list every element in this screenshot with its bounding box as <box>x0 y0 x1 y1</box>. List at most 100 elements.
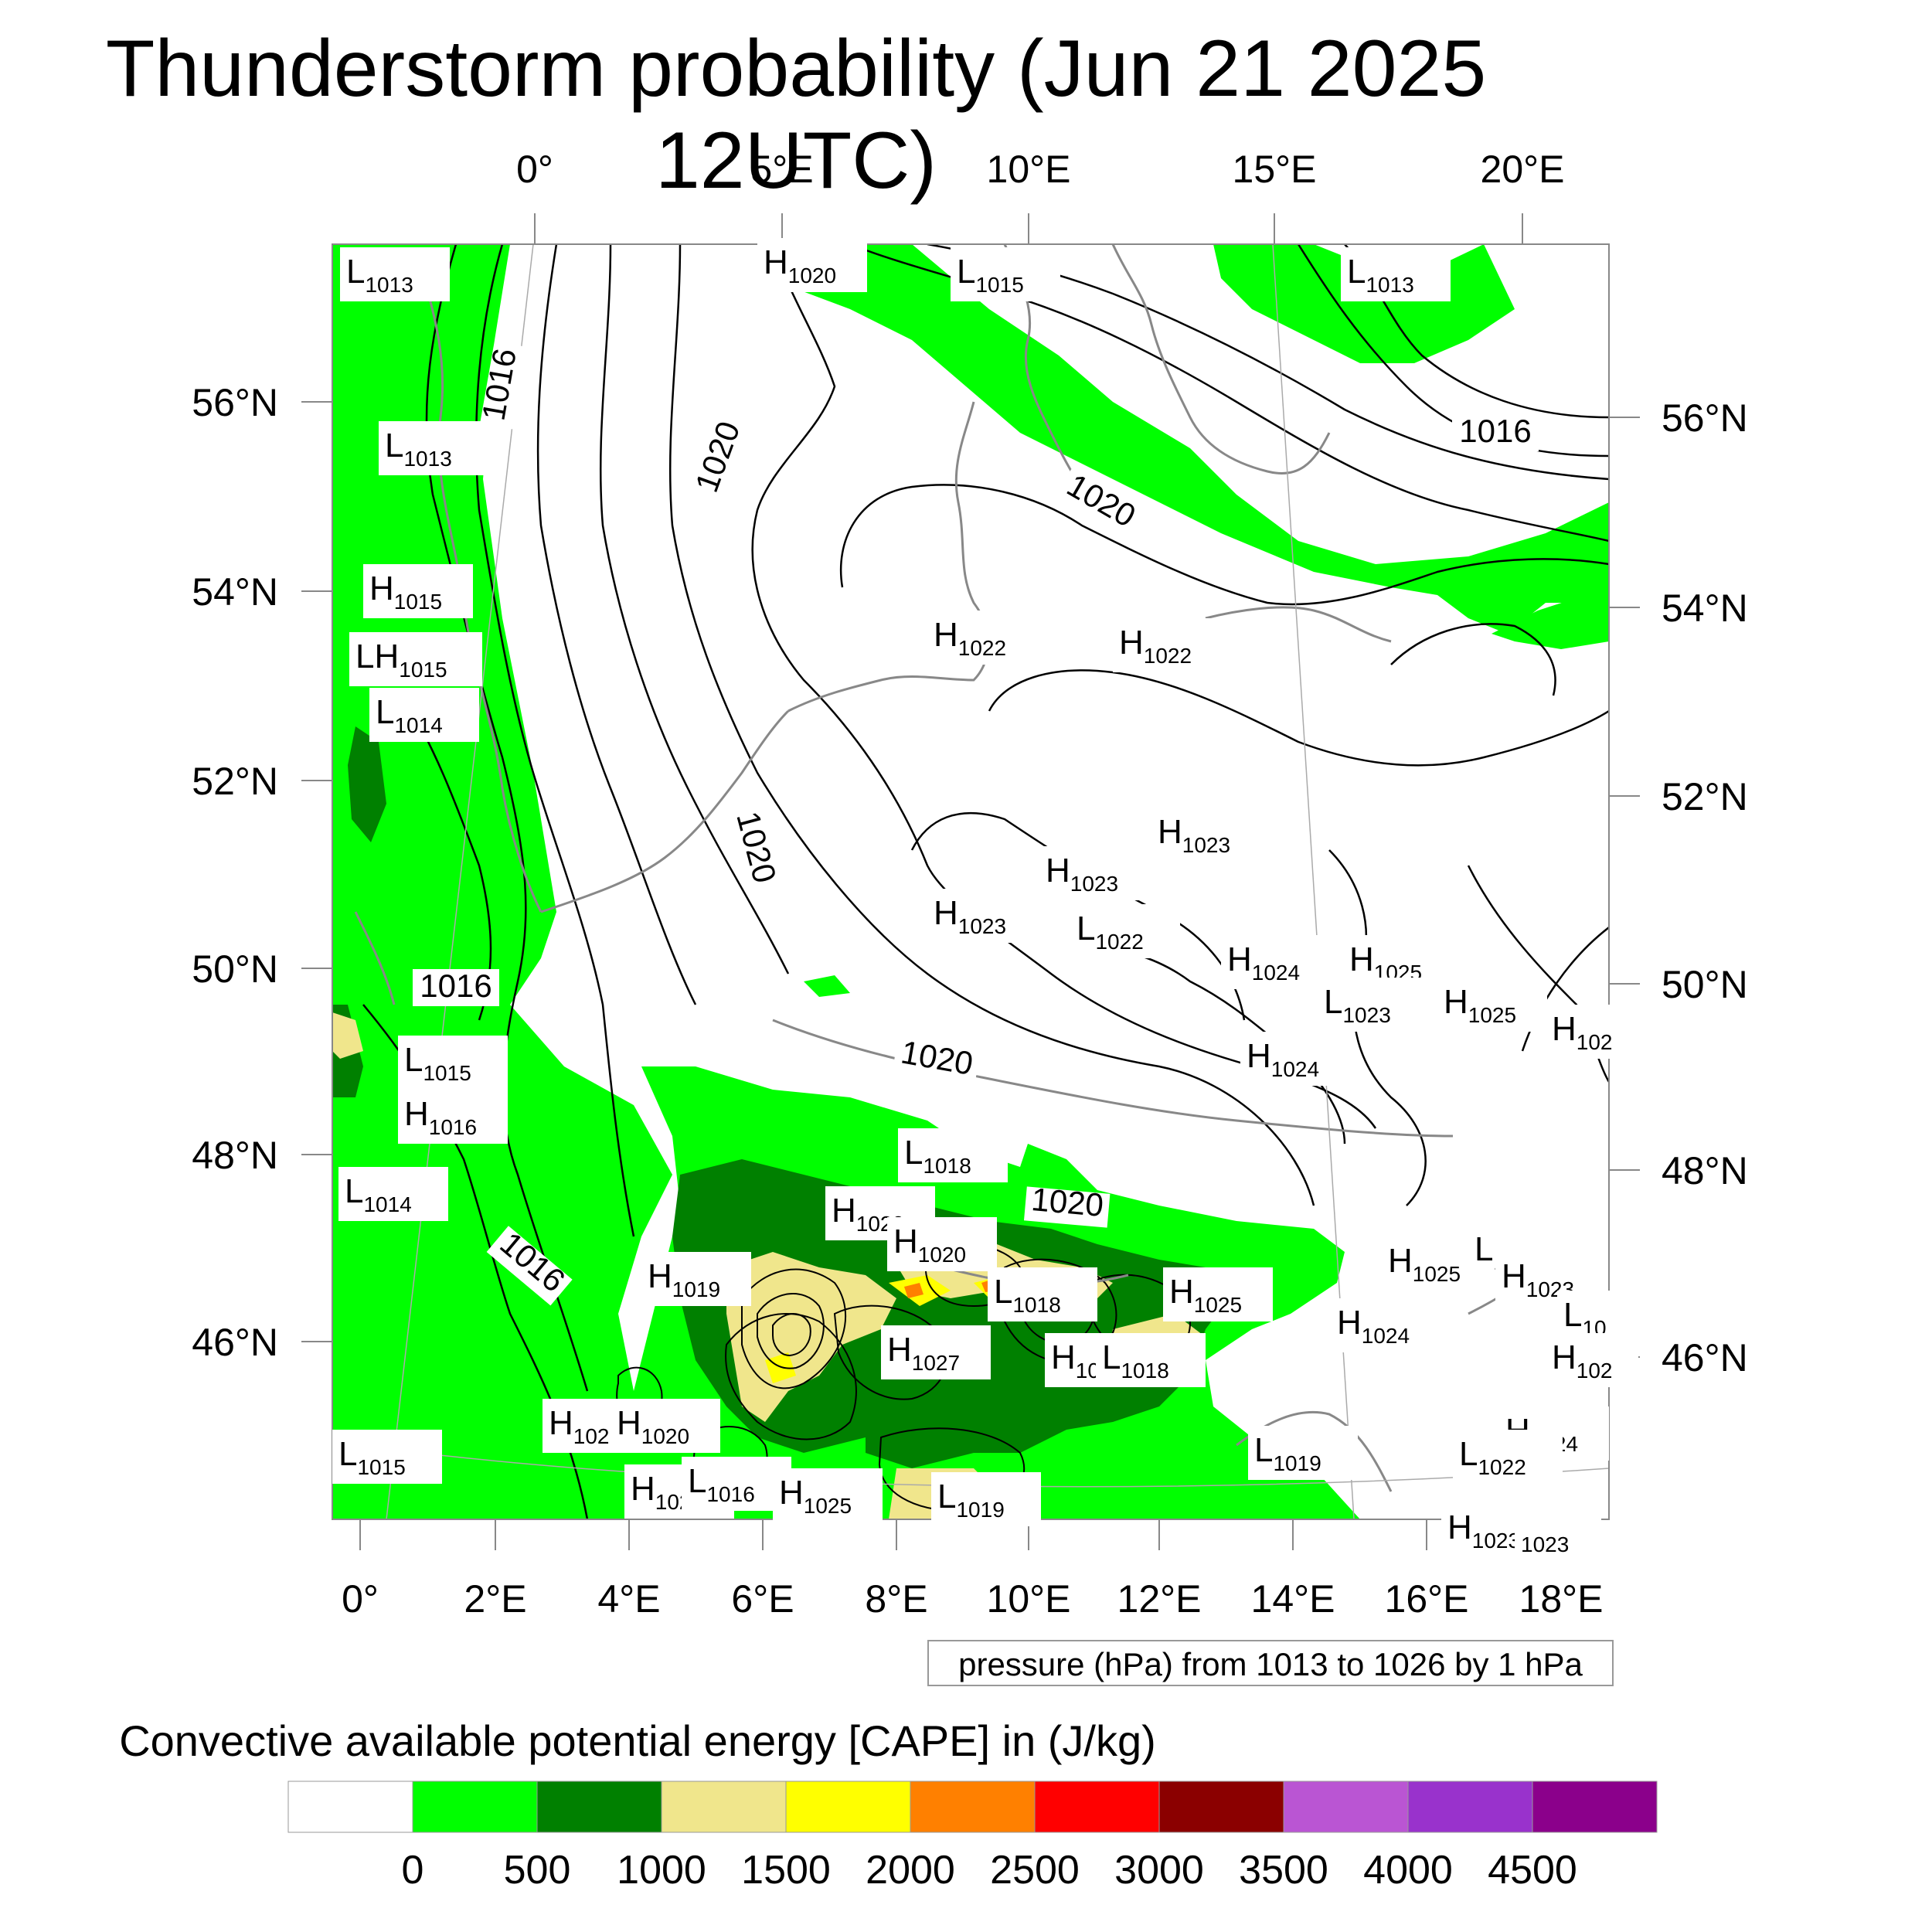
pressure-center-label: L1018 <box>1096 1333 1206 1387</box>
pressure-center-text: L1014 <box>376 693 443 737</box>
pressure-center-label: H1020 <box>611 1399 720 1453</box>
pressure-center-text: L1015 <box>957 253 1024 297</box>
colorbar-tick-label: 2500 <box>990 1848 1080 1893</box>
right-lat-label: 48°N <box>1662 1149 1748 1192</box>
pressure-center-label: H1016 <box>398 1090 508 1144</box>
pressure-center-label: L1013 <box>379 421 488 475</box>
pressure-center-text: H1020 <box>617 1404 689 1448</box>
pressure-center-label: H1019 <box>641 1252 751 1306</box>
map-title: Thunderstorm probability (Jun 21 2025 12… <box>105 24 1487 206</box>
colorbar-swatch <box>1283 1781 1409 1833</box>
colorbar-swatch <box>1034 1781 1160 1833</box>
pressure-center-text: L1018 <box>904 1134 971 1178</box>
pressure-center-label: L1019 <box>1248 1426 1358 1480</box>
top-lon-label: 5°E <box>750 148 813 191</box>
colorbar-tick-label: 3000 <box>1114 1848 1204 1893</box>
left-lat-label: 48°N <box>192 1134 278 1177</box>
bottom-lon-label: 12°E <box>1117 1577 1202 1621</box>
colorbar-swatch <box>661 1781 787 1833</box>
top-lon-label: 10°E <box>987 148 1071 191</box>
colorbar-tick-label: 2000 <box>866 1848 955 1893</box>
pressure-center-text: H10 <box>1051 1338 1100 1383</box>
bottom-lon-label: 4°E <box>597 1577 660 1621</box>
left-lat-label: 52°N <box>192 760 278 803</box>
right-lat-label: 52°N <box>1662 775 1748 818</box>
left-lat-label: 50°N <box>192 947 278 991</box>
pressure-center-text: H1015 <box>369 570 442 614</box>
pressure-center-text: H1020 <box>893 1223 966 1267</box>
pressure-center-label: H1020 <box>757 238 867 292</box>
pressure-center-label: H1024 <box>1331 1298 1440 1352</box>
colorbar-tick-label: 3500 <box>1239 1848 1328 1893</box>
pressure-center-text: 1023 <box>1521 1532 1569 1556</box>
top-lon-label: 0° <box>516 148 553 191</box>
colorbar-swatch <box>1532 1781 1658 1833</box>
colorbar-swatch <box>412 1781 538 1833</box>
pressure-center-label: L1013 <box>340 247 450 301</box>
colorbar-swatch <box>536 1781 662 1833</box>
pressure-center-text: L1014 <box>345 1172 412 1216</box>
pressure-center-text: H1024 <box>1247 1037 1319 1081</box>
pressure-center-label: H1025 <box>1163 1267 1273 1321</box>
pressure-center-label: H1025 <box>1437 978 1547 1032</box>
pressure-center-label: H1023 <box>1039 846 1149 900</box>
pressure-center-label: L1018 <box>898 1128 1008 1182</box>
colorbar-swatch <box>287 1781 413 1833</box>
bottom-lon-label: 10°E <box>987 1577 1071 1621</box>
pressure-center-text: L1019 <box>1254 1431 1321 1475</box>
pressure-center-text: L1018 <box>1102 1338 1169 1383</box>
pressure-center-label: 1023 <box>1515 1507 1601 1561</box>
pressure-center-text: H1023 <box>1046 852 1118 896</box>
bottom-lon-label: 8°E <box>865 1577 927 1621</box>
left-lat-label: 56°N <box>192 381 278 424</box>
right-lat-label: 46°N <box>1662 1336 1748 1379</box>
bottom-lon-label: 0° <box>342 1577 379 1621</box>
colorbar-swatch <box>1407 1781 1533 1833</box>
pressure-center-label: L1023 <box>1318 978 1427 1032</box>
pressure-center-text: H1025 <box>1169 1273 1242 1317</box>
colorbar-title: Convective available potential energy [C… <box>119 1716 1156 1765</box>
pressure-center-text: H102 <box>1552 1338 1613 1383</box>
isobar-label: 1016 <box>420 968 492 1004</box>
pressure-center-text: L1018 <box>994 1273 1061 1317</box>
bottom-lon-label: 14°E <box>1251 1577 1335 1621</box>
isobar-label: 1020 <box>1030 1181 1105 1223</box>
pressure-center-label: L1015 <box>332 1430 442 1484</box>
pressure-center-text: L1022 <box>1077 910 1144 954</box>
pressure-center-label: L1014 <box>369 688 479 742</box>
pressure-center-label: H1022 <box>927 611 1037 665</box>
colorbar-tick-label: 1500 <box>741 1848 831 1893</box>
pressure-center-label: LH1015 <box>349 632 482 686</box>
pressure-center-label: L1022 <box>1070 904 1180 958</box>
pressure-center-text: H1027 <box>887 1331 960 1375</box>
pressure-center-label: H1027 <box>881 1325 991 1379</box>
pressure-legend-note: pressure (hPa) from 1013 to 1026 by 1 hP… <box>927 1640 1614 1686</box>
pressure-center-label: H102 <box>1546 1333 1638 1387</box>
pressure-center-label: L1022 <box>1453 1430 1563 1484</box>
pressure-center-label: L1014 <box>338 1167 448 1221</box>
pressure-center-label: H1025 <box>773 1468 883 1522</box>
left-lat-label: 54°N <box>192 570 278 614</box>
pressure-center-label: H1023 <box>927 889 1037 943</box>
pressure-center-text: H1023 <box>1158 813 1230 857</box>
colorbar-tick-label: 4000 <box>1363 1848 1453 1893</box>
pressure-center-label: L1015 <box>951 247 1060 301</box>
right-lat-label: 50°N <box>1662 963 1748 1006</box>
right-lat-label: 56°N <box>1662 396 1748 440</box>
pressure-center-label: H102 <box>1546 1005 1638 1059</box>
left-ticks <box>301 401 332 1342</box>
pressure-center-text: H1022 <box>1119 624 1192 668</box>
pressure-center-text: L1013 <box>1347 253 1414 297</box>
pressure-center-text: L1019 <box>937 1478 1005 1522</box>
pressure-center-text: L1022 <box>1459 1435 1526 1479</box>
pressure-center-label: H1023 <box>1151 808 1261 862</box>
right-lat-label: 54°N <box>1662 587 1748 630</box>
pressure-center-text: H1024 <box>1227 940 1300 985</box>
pressure-center-text: LH1015 <box>355 638 447 682</box>
pressure-center-label: L1015 <box>398 1036 508 1090</box>
top-lon-label: 15°E <box>1233 148 1317 191</box>
pressure-center-text: H1019 <box>648 1257 720 1301</box>
colorbar-swatch <box>1158 1781 1284 1833</box>
pressure-centers: L1013 H1020 L1015 L1013 L1013 H1015 LH1015 L101… <box>332 238 1638 1561</box>
